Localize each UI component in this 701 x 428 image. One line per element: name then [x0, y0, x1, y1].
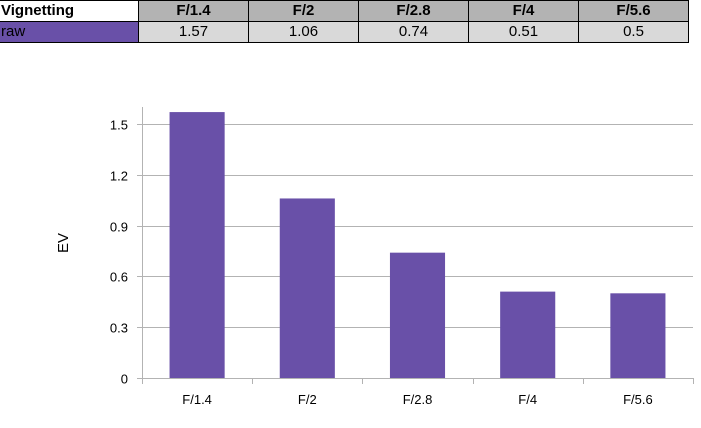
- table-cell: 0.74: [358, 21, 469, 43]
- y-tick-label: 1.2: [110, 169, 128, 184]
- y-tick-label: 0.6: [110, 270, 128, 285]
- grid-lines: [142, 124, 693, 328]
- bar: [500, 291, 556, 378]
- table-row: raw 1.57 1.06 0.74 0.51 0.5: [0, 21, 689, 43]
- row-label: raw: [0, 21, 139, 43]
- table-cell: 0.5: [578, 21, 689, 43]
- y-tick-labels: 0 0.3 0.6 0.9 1.2 1.5: [110, 118, 128, 387]
- bar: [389, 252, 446, 378]
- x-tick-label: F/4: [518, 392, 537, 407]
- bar: [610, 293, 666, 378]
- y-tick-label: 1.5: [110, 118, 128, 133]
- x-tick-label: F/1.4: [182, 392, 212, 407]
- axes: [137, 107, 694, 384]
- bar: [169, 112, 225, 379]
- column-header: F/4: [468, 0, 579, 22]
- y-tick-label: 0: [121, 372, 128, 387]
- column-header: F/2.8: [358, 0, 469, 22]
- x-tick-label: F/2.8: [403, 392, 433, 407]
- column-header: F/2: [248, 0, 359, 22]
- data-table: Vignetting F/1.4 F/2 F/2.8 F/4 F/5.6 raw…: [0, 0, 689, 43]
- bar: [279, 198, 335, 378]
- bars: [169, 112, 666, 379]
- column-header: F/1.4: [138, 0, 249, 22]
- y-axis-label: EV: [55, 233, 72, 253]
- y-tick-label: 0.3: [110, 321, 128, 336]
- table-header-row: Vignetting F/1.4 F/2 F/2.8 F/4 F/5.6: [0, 0, 689, 22]
- column-header: F/5.6: [578, 0, 689, 22]
- table-cell: 0.51: [468, 21, 579, 43]
- x-tick-labels: F/1.4 F/2 F/2.8 F/4 F/5.6: [182, 392, 652, 407]
- x-tick-label: F/2: [298, 392, 317, 407]
- x-tick-label: F/5.6: [623, 392, 653, 407]
- table-cell: 1.57: [138, 21, 249, 43]
- y-tick-label: 0.9: [110, 220, 128, 235]
